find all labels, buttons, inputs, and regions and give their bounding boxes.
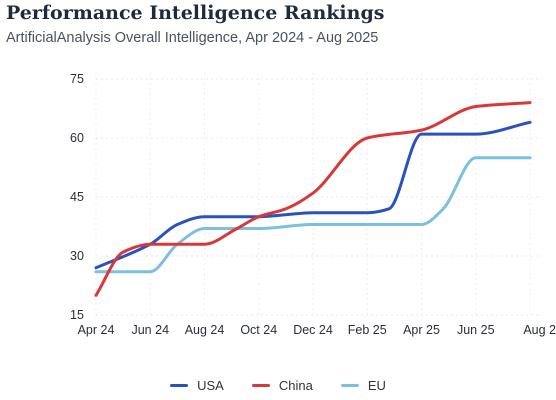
- legend-label-eu: EU: [367, 378, 386, 393]
- legend: USA China EU: [0, 378, 556, 393]
- y-axis-ticks: 15 30 45 60 75: [70, 72, 84, 322]
- legend-swatch-china: [251, 384, 270, 387]
- chart-title: Performance Intelligence Rankings: [6, 2, 385, 24]
- x-axis-ticks: Apr 24 Jun 24 Aug 24 Oct 24 Dec 24 Feb 25 Apr …: [78, 323, 556, 337]
- x-tick-label: Jun 24: [131, 323, 169, 337]
- legend-item-eu[interactable]: EU: [340, 378, 386, 393]
- x-tick-label: Oct 24: [240, 323, 277, 337]
- x-tick-label: Apr 25: [403, 323, 440, 337]
- legend-swatch-eu: [340, 384, 359, 387]
- y-tick-label: 75: [70, 72, 84, 86]
- legend-label-china: China: [278, 378, 313, 393]
- y-tick-label: 15: [70, 308, 84, 322]
- x-tick-label: Jun 25: [457, 323, 495, 337]
- legend-swatch-usa: [170, 384, 189, 387]
- x-tick-label: Feb 25: [348, 323, 387, 337]
- grid-lines: [95, 73, 542, 316]
- legend-label-usa: USA: [197, 378, 224, 393]
- y-tick-label: 60: [70, 131, 84, 145]
- series-line-usa[interactable]: [94, 120, 532, 270]
- legend-item-china[interactable]: China: [251, 378, 313, 393]
- legend-item-usa[interactable]: USA: [170, 378, 224, 393]
- x-tick-label: Dec 24: [293, 323, 333, 337]
- y-tick-label: 45: [70, 190, 84, 204]
- series-line-eu[interactable]: [94, 156, 532, 274]
- x-tick-label: Apr 24: [78, 323, 115, 337]
- x-tick-label: Aug 24: [185, 323, 225, 337]
- x-tick-label: Aug 2: [523, 323, 556, 337]
- chart-subtitle: ArtificialAnalysis Overall Intelligence,…: [6, 30, 379, 46]
- y-tick-label: 30: [70, 249, 84, 263]
- series-lines: [94, 101, 532, 297]
- series-line-china[interactable]: [94, 101, 532, 297]
